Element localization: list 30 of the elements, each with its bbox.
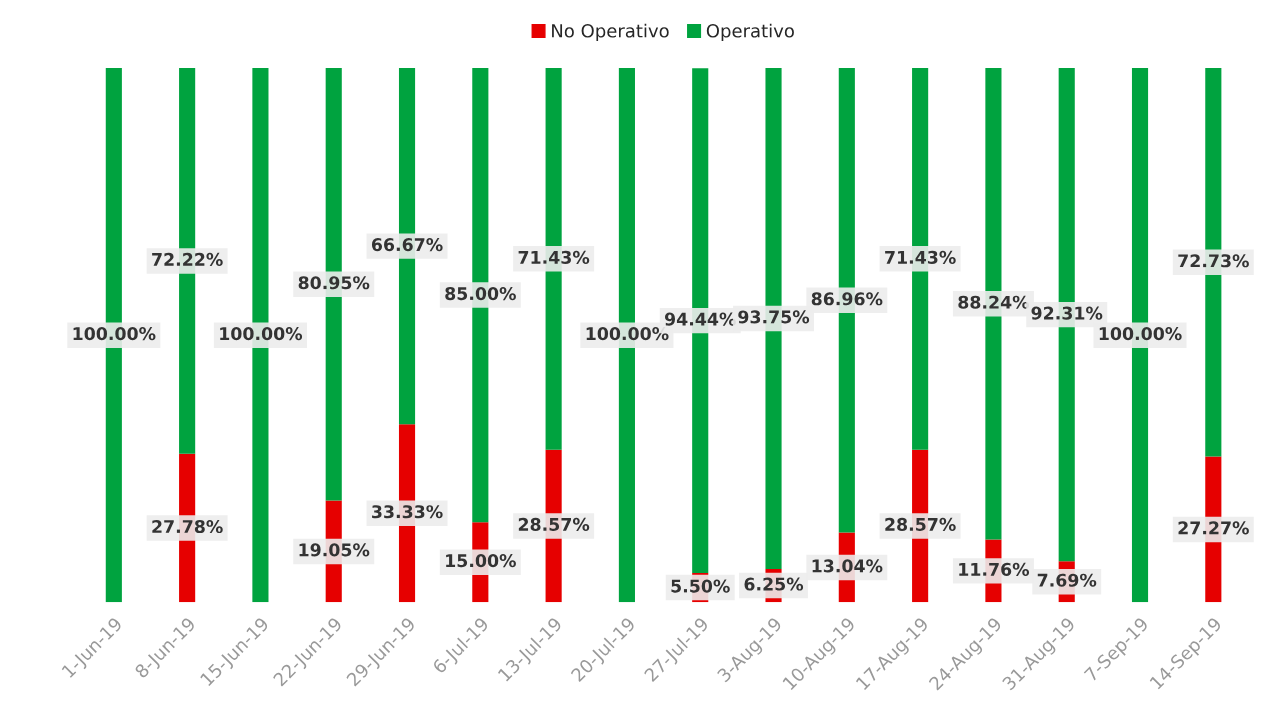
data-label: 66.67% [371,238,443,252]
data-label: 27.78% [152,519,223,534]
data-label: 85.00% [445,287,516,301]
data-label: 15.00% [446,554,516,568]
data-label: 92.31% [1031,306,1103,320]
data-label: 5.50% [671,579,730,593]
data-label: 7.69% [1037,573,1097,587]
data-label: 71.43% [885,250,956,264]
data-label: 28.57% [518,517,590,531]
data-label: 88.24% [958,295,1030,309]
data-label: 72.73% [1178,254,1249,268]
data-label: 28.57% [885,517,956,531]
data-label: 72.22% [152,252,223,266]
data-label: 27.27% [1178,521,1249,535]
data-label: 19.05% [299,543,370,557]
data-label: 100.00% [586,327,669,341]
data-label: 6.25% [744,577,804,591]
data-label: 11.76% [959,562,1030,576]
data-label: 100.00% [1099,327,1182,341]
data-label: 33.33% [372,505,443,519]
data-label: 80.95% [298,276,370,290]
data-label: 94.44% [664,312,736,326]
legend-label: Operativo [706,23,794,42]
data-label: 100.00% [220,327,303,341]
data-label: 71.43% [518,250,590,264]
data-label: 86.96% [811,292,883,306]
data-label: 13.04% [812,559,883,573]
legend-label: No Operativo [552,23,669,42]
data-label: 100.00% [73,327,156,341]
data-label: 93.75% [738,310,810,324]
